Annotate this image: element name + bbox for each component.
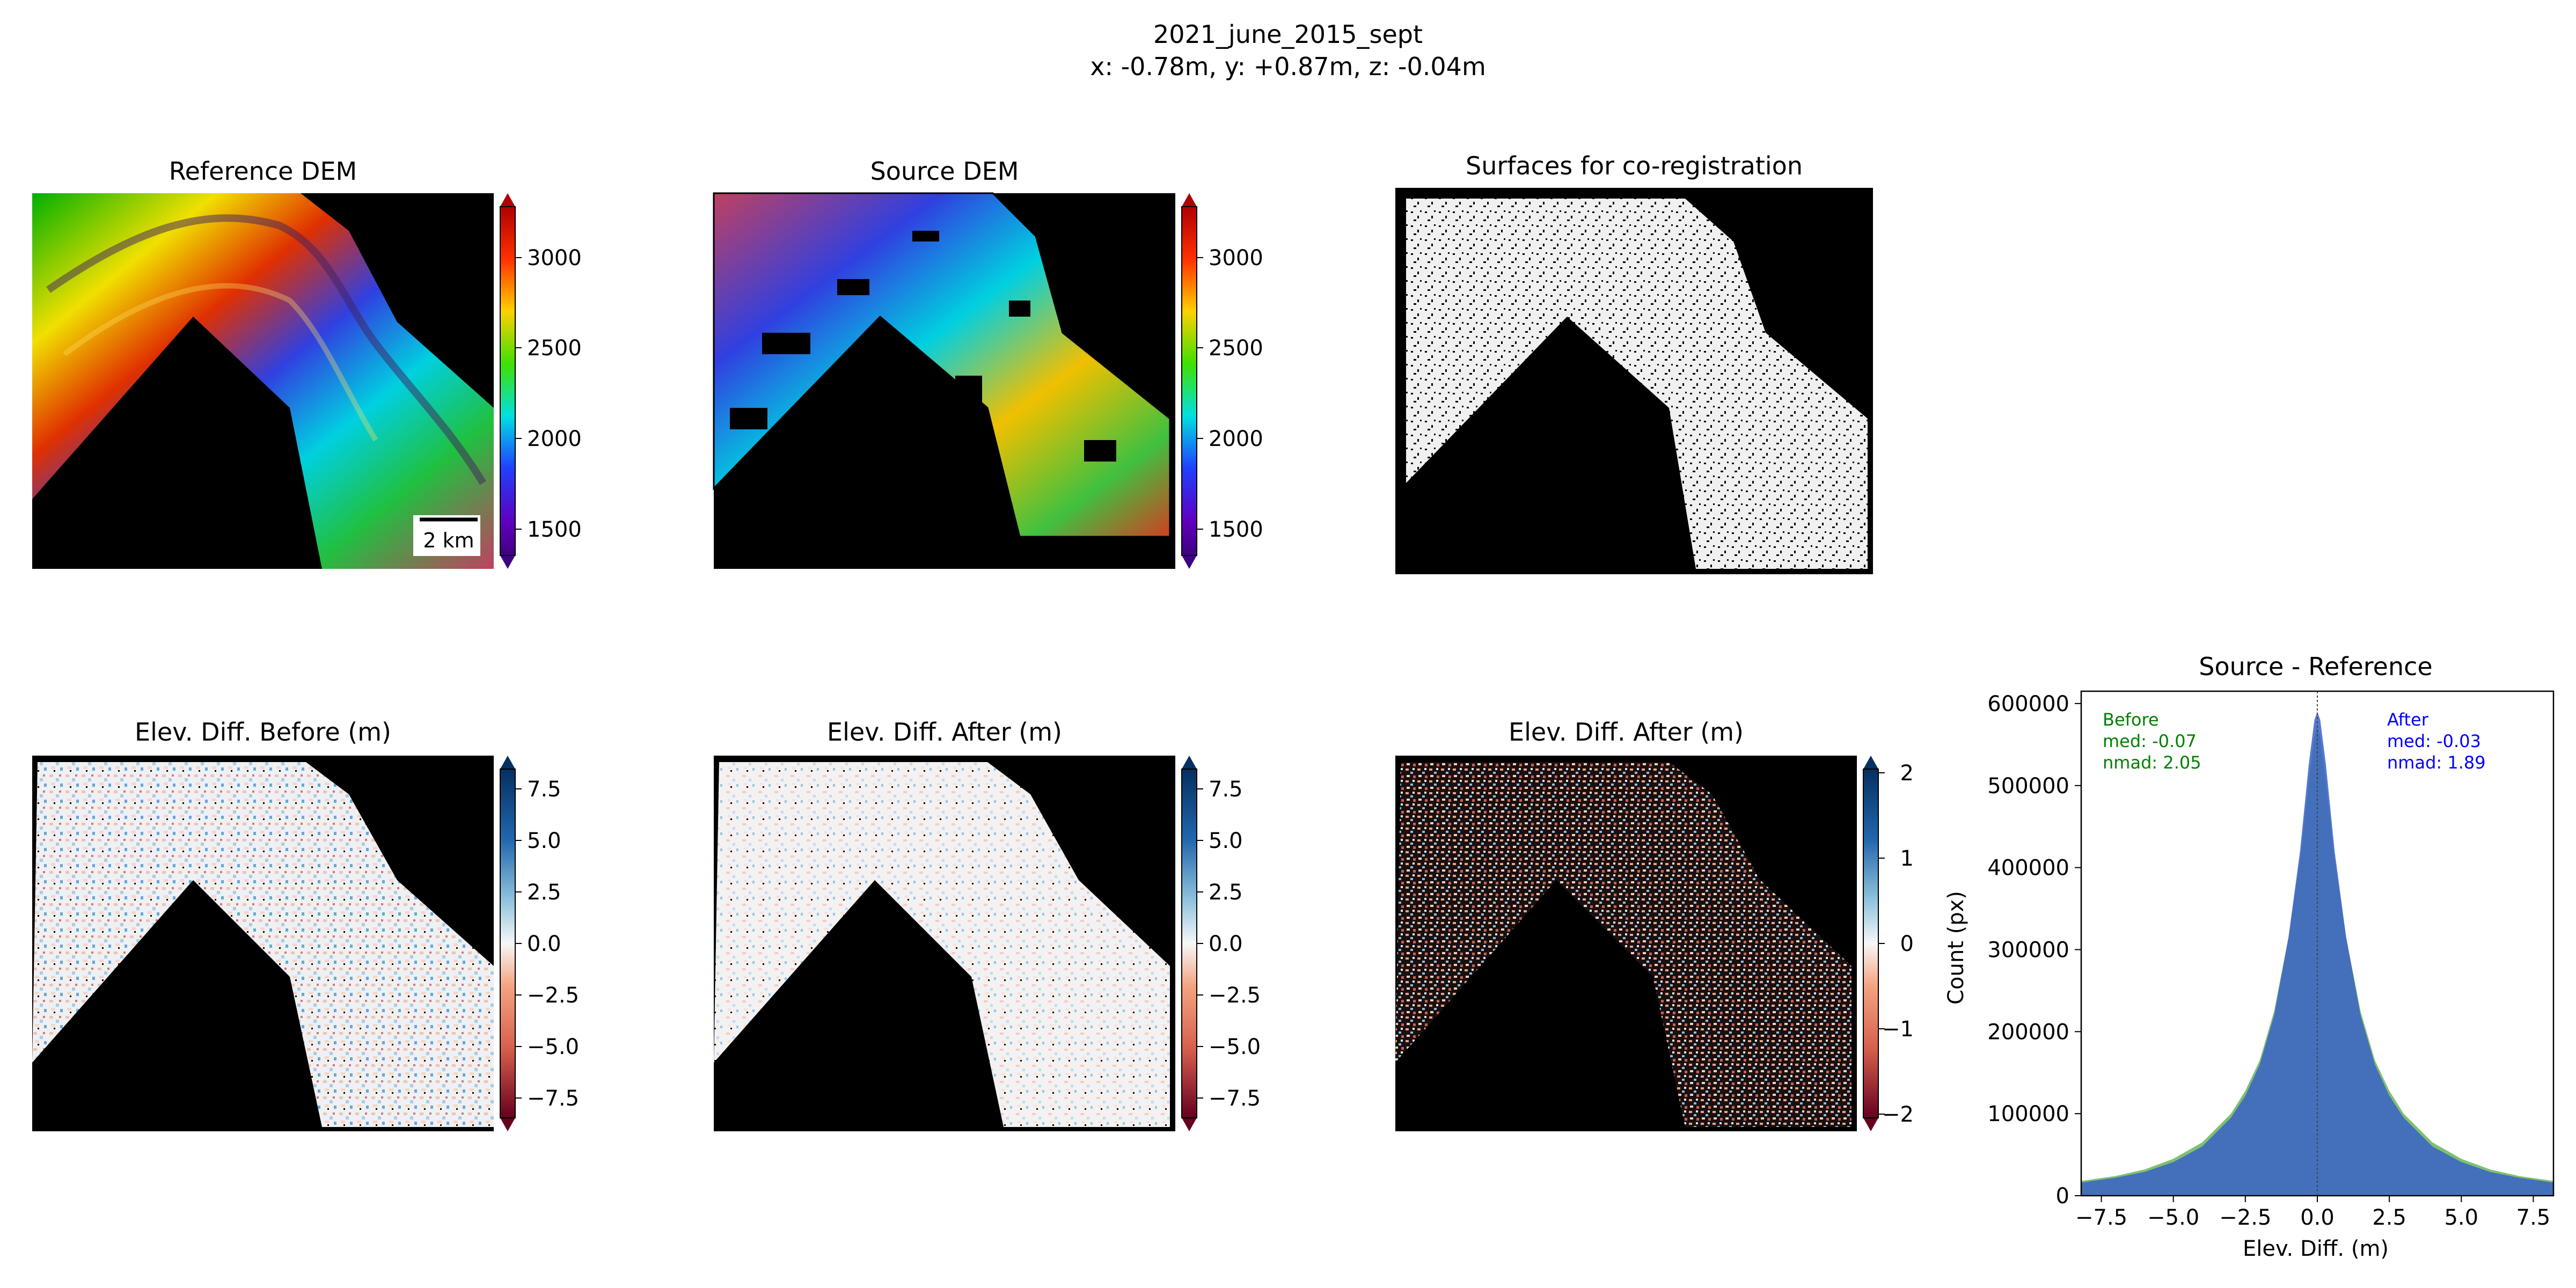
- colorbar-tick-label: 2: [1900, 761, 1914, 786]
- reference-dem-title: Reference DEM: [169, 157, 357, 186]
- reference-dem-colorbar: [500, 206, 516, 556]
- colorbar-tick-label: −2.5: [1209, 983, 1261, 1008]
- panel-diff-after: Elev. Diff. After (m) 7.5 5.0 2.5 0.0 −2…: [714, 718, 1261, 1131]
- diff-after-pattern: [714, 762, 1170, 1127]
- colorbar-tick-label: 7.5: [527, 777, 561, 802]
- scalebar-box: [413, 515, 480, 556]
- figure-subtitle: x: -0.78m, y: +0.87m, z: -0.04m: [1090, 52, 1486, 81]
- histogram-annotation-before: Before: [2103, 709, 2159, 730]
- diff-after-title: Elev. Diff. After (m): [827, 718, 1062, 747]
- diff-after-zoom-colorbar-ticks: 2 1 0 −1 −2: [1878, 761, 1914, 1127]
- colorbar-tick-label: 3000: [527, 246, 582, 270]
- source-dem-colorbar-ticks: 3000 2500 2000 1500: [1197, 246, 1263, 542]
- diff-after-colorbar: [1181, 769, 1197, 1118]
- x-tick-label: 7.5: [2516, 1205, 2551, 1230]
- colorbar-tick-label: 1500: [527, 517, 582, 542]
- colorbar-tick-label: 2500: [1209, 336, 1263, 361]
- diff-after-zoom-pattern: [1395, 762, 1851, 1127]
- surfaces-mask: [1406, 199, 1868, 569]
- histogram-annotation-before: med: -0.07: [2103, 731, 2197, 751]
- source-dem-voids: [730, 231, 1116, 462]
- panel-diff-after-zoom: Elev. Diff. After (m) 2 1 0 −1 −2: [1395, 718, 1914, 1131]
- colorbar-tick-label: 2000: [1209, 427, 1263, 451]
- panel-reference-dem: Reference DEM 2 km 3000 2500 2000 1500: [32, 157, 582, 569]
- colorbar-tick-label: 7.5: [1209, 777, 1243, 802]
- histogram-annotation-before: nmad: 2.05: [2103, 752, 2201, 773]
- y-tick-label: 600000: [1987, 692, 2069, 716]
- y-tick-label: 0: [2056, 1184, 2069, 1209]
- histogram-chart: Source - Reference −7.5 −5.0 −2.5 0.0 2.5 5.0…: [1944, 652, 2555, 1261]
- colorbar-tick-label: 2.5: [1209, 880, 1243, 905]
- panel-surfaces: Surfaces for co-registration: [1395, 151, 1873, 574]
- diff-before-colorbar: [500, 769, 516, 1118]
- x-tick-label: −5.0: [2147, 1205, 2199, 1230]
- colorbar-tick-label: −7.5: [527, 1086, 579, 1111]
- diff-after-colorbar-ticks: 7.5 5.0 2.5 0.0 −2.5 −5.0 −7.5: [1197, 777, 1261, 1111]
- colorbar-tick-label: 0: [1900, 932, 1914, 956]
- histogram-x-label: Elev. Diff. (m): [2243, 1236, 2389, 1261]
- panel-source-dem: Source DEM 3000 2500 2000 1500: [713, 157, 1263, 569]
- colorbar-tick-label: −5.0: [527, 1035, 579, 1059]
- diff-before-title: Elev. Diff. Before (m): [135, 718, 391, 747]
- histogram-title: Source - Reference: [2199, 652, 2432, 681]
- colorbar-tick-label: 5.0: [1209, 829, 1243, 853]
- figure-title: 2021_june_2015_sept: [1153, 20, 1423, 49]
- colorbar-tick-label: 2000: [527, 427, 582, 451]
- y-tick-label: 200000: [1987, 1020, 2069, 1044]
- y-tick-label: 100000: [1987, 1102, 2069, 1126]
- colorbar-tick-label: −2.5: [527, 983, 579, 1008]
- reference-dem-terrain: [32, 193, 494, 569]
- histogram-annotation-after: nmad: 1.89: [2387, 752, 2486, 773]
- diff-after-zoom-colorbar: [1863, 769, 1879, 1118]
- colorbar-tick-label: −1: [1882, 1017, 1914, 1042]
- reference-dem-colorbar-ticks: 3000 2500 2000 1500: [515, 246, 582, 542]
- x-tick-label: 0.0: [2300, 1205, 2334, 1230]
- source-dem-terrain: [714, 193, 1170, 537]
- colorbar-tick-label: 3000: [1209, 246, 1263, 270]
- x-tick-label: −7.5: [2075, 1205, 2127, 1230]
- colorbar-tick-label: −2: [1882, 1102, 1914, 1127]
- source-dem-title: Source DEM: [870, 157, 1019, 186]
- colorbar-tick-label: 2500: [527, 336, 582, 361]
- colorbar-tick-label: 1500: [1209, 517, 1263, 542]
- y-tick-label: 500000: [1987, 774, 2069, 799]
- diff-before-colorbar-ticks: 7.5 5.0 2.5 0.0 −2.5 −5.0 −7.5: [515, 777, 579, 1111]
- y-tick-label: 400000: [1987, 856, 2069, 881]
- colorbar-tick-label: 1: [1900, 846, 1914, 871]
- source-dem-colorbar: [1181, 206, 1197, 556]
- x-tick-label: 2.5: [2372, 1205, 2406, 1230]
- histogram-axes: −7.5 −5.0 −2.5 0.0 2.5 5.0 7.5 0 100000 200000 300…: [1987, 690, 2555, 1230]
- histogram-y-label: Count (px): [1944, 891, 1968, 1005]
- colorbar-tick-label: −5.0: [1209, 1035, 1261, 1059]
- histogram-annotation-after: After: [2387, 709, 2429, 730]
- colorbar-tick-label: 5.0: [527, 829, 561, 853]
- diff-after-zoom-title: Elev. Diff. After (m): [1509, 718, 1744, 747]
- y-tick-label: 300000: [1987, 938, 2069, 962]
- colorbar-tick-label: 0.0: [527, 932, 561, 956]
- x-tick-label: 5.0: [2444, 1205, 2478, 1230]
- x-tick-label: −2.5: [2219, 1205, 2271, 1230]
- colorbar-tick-label: 2.5: [527, 880, 561, 905]
- colorbar-tick-label: 0.0: [1209, 932, 1243, 956]
- panel-diff-before: Elev. Diff. Before (m) 7.5 5.0 2.5 0.0 −…: [32, 718, 579, 1131]
- colorbar-tick-label: −7.5: [1209, 1086, 1261, 1111]
- diff-before-pattern: [32, 762, 494, 1127]
- histogram-annotation-after: med: -0.03: [2387, 731, 2481, 751]
- surfaces-title: Surfaces for co-registration: [1466, 151, 1803, 180]
- scalebar-label: 2 km: [423, 529, 474, 552]
